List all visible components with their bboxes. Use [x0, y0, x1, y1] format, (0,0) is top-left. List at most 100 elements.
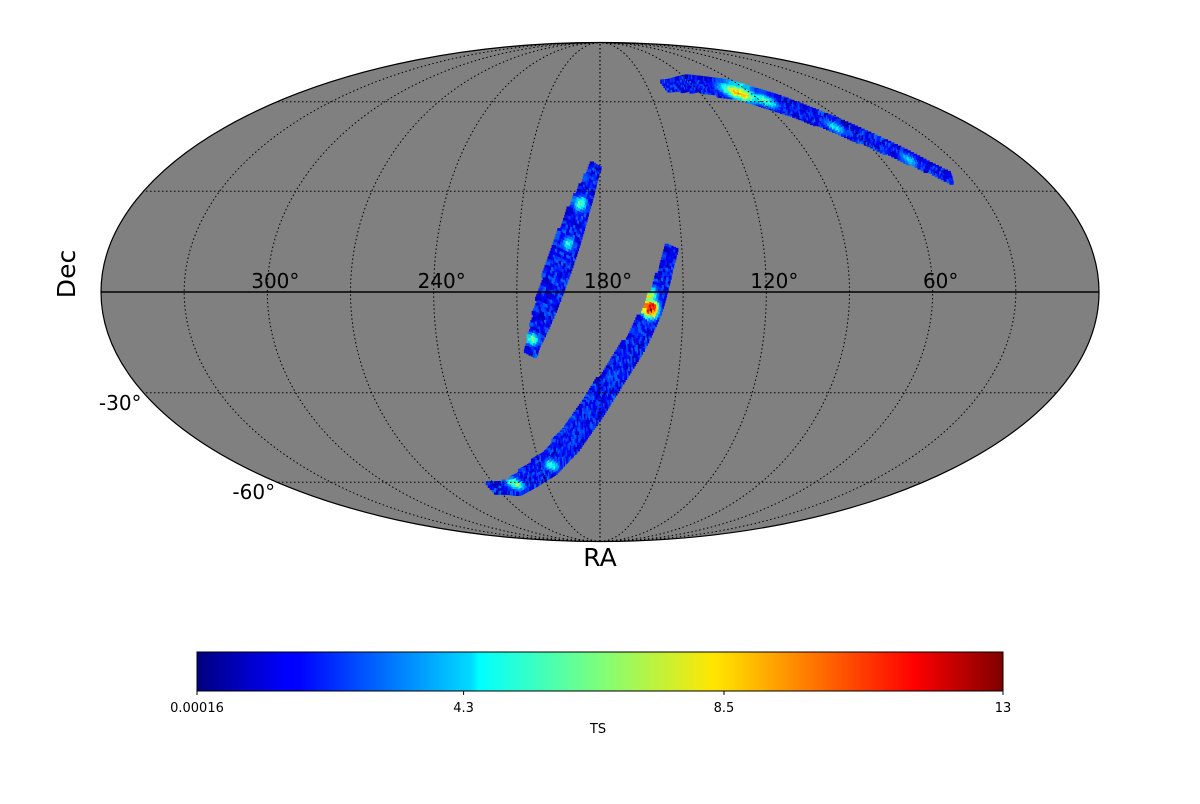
ts-pixel — [587, 166, 593, 171]
ts-pixel — [540, 329, 545, 334]
ts-pixel — [576, 191, 581, 196]
ts-pixel — [600, 374, 605, 379]
ts-pixel — [540, 316, 546, 321]
ts-pixel — [552, 265, 557, 270]
ts-pixel — [659, 295, 664, 300]
ts-pixel — [586, 207, 591, 212]
ts-pixel — [541, 302, 546, 308]
ts-pixel — [661, 254, 667, 259]
ts-pixel — [562, 227, 567, 232]
ts-pixel — [560, 249, 565, 254]
ts-pixel — [581, 181, 586, 187]
ts-pixel — [928, 169, 934, 174]
ts-pixel — [937, 172, 942, 177]
ts-pixel — [557, 288, 562, 293]
ts-pixel — [561, 230, 566, 235]
ts-pixel — [643, 305, 648, 310]
ts-pixel — [571, 241, 576, 246]
ts-pixel — [664, 264, 669, 270]
ts-pixel — [537, 317, 542, 322]
ts-pixel — [857, 127, 862, 132]
ts-pixel — [542, 270, 547, 275]
ts-pixel — [563, 280, 568, 286]
ts-pixel — [808, 106, 813, 112]
ts-pixel — [555, 280, 560, 285]
ts-pixel — [551, 251, 557, 257]
ts-pixel — [652, 291, 658, 296]
ts-pixel — [906, 150, 911, 155]
ts-pixel — [558, 248, 563, 253]
ts-pixel — [573, 226, 578, 231]
ts-pixel — [670, 261, 675, 266]
ts-pixel — [645, 300, 650, 306]
ts-pixel — [524, 346, 529, 351]
ts-pixel — [752, 87, 757, 92]
ts-pixel — [571, 198, 576, 203]
ts-pixel — [635, 317, 640, 322]
ts-pixel — [664, 274, 670, 279]
ts-pixel — [589, 388, 594, 393]
ts-pixel — [560, 226, 565, 231]
ts-pixel — [530, 332, 535, 338]
ts-pixel — [548, 276, 553, 281]
ts-pixel — [843, 121, 849, 126]
ts-pixel — [790, 99, 795, 105]
ts-pixel — [485, 481, 490, 486]
ts-pixel — [582, 179, 587, 184]
ts-pixel — [560, 233, 566, 238]
ts-pixel — [658, 268, 663, 273]
ts-pixel — [537, 330, 542, 335]
ts-pixel — [670, 252, 675, 257]
ts-pixel — [768, 92, 774, 97]
ts-pixel — [911, 162, 916, 167]
ts-pixel — [565, 265, 571, 270]
ts-pixel — [927, 165, 932, 170]
ts-pixel — [534, 305, 539, 310]
ts-pixel — [549, 280, 554, 285]
ts-pixel — [549, 303, 554, 308]
ts-pixel — [558, 265, 563, 270]
ra-tick-label: 60° — [923, 269, 958, 293]
ts-pixel — [567, 269, 572, 274]
ts-pixel — [544, 314, 549, 319]
ts-pixel — [552, 295, 557, 300]
ts-pixel — [617, 347, 622, 352]
ts-pixel — [553, 246, 559, 251]
ts-pixel — [544, 308, 549, 313]
ts-pixel — [568, 250, 573, 255]
ts-pixel — [559, 292, 564, 297]
ts-pixel — [655, 279, 661, 285]
ts-pixel — [658, 307, 663, 313]
ts-pixel — [537, 291, 542, 296]
ts-pixel — [565, 209, 570, 214]
ts-pixel — [543, 290, 548, 295]
ts-pixel — [559, 282, 565, 287]
ts-pixel — [946, 179, 951, 184]
ts-pixel — [559, 245, 564, 250]
ts-pixel — [527, 331, 533, 336]
ts-pixel — [663, 280, 668, 285]
ts-pixel — [906, 161, 911, 166]
ts-pixel — [621, 340, 626, 345]
ts-pixel — [547, 313, 553, 318]
ts-pixel — [538, 308, 543, 313]
ts-pixel — [652, 281, 657, 286]
ts-pixel — [535, 309, 540, 314]
ts-pixel — [931, 163, 936, 168]
ts-pixel — [533, 353, 538, 359]
ts-pixel — [570, 244, 575, 249]
ts-pixel — [547, 256, 552, 261]
ts-pixel — [559, 262, 564, 267]
ts-pixel — [532, 321, 537, 326]
ts-pixel — [645, 306, 650, 312]
ts-pixel — [535, 345, 540, 350]
ts-pixel — [557, 251, 562, 256]
ts-pixel — [549, 257, 555, 262]
ts-pixel — [491, 488, 497, 493]
ts-pixel — [558, 241, 563, 246]
ts-pixel — [577, 238, 582, 243]
ts-pixel — [569, 237, 574, 242]
ts-pixel — [631, 325, 636, 330]
ts-pixel — [545, 298, 550, 303]
ts-pixel — [668, 257, 674, 262]
